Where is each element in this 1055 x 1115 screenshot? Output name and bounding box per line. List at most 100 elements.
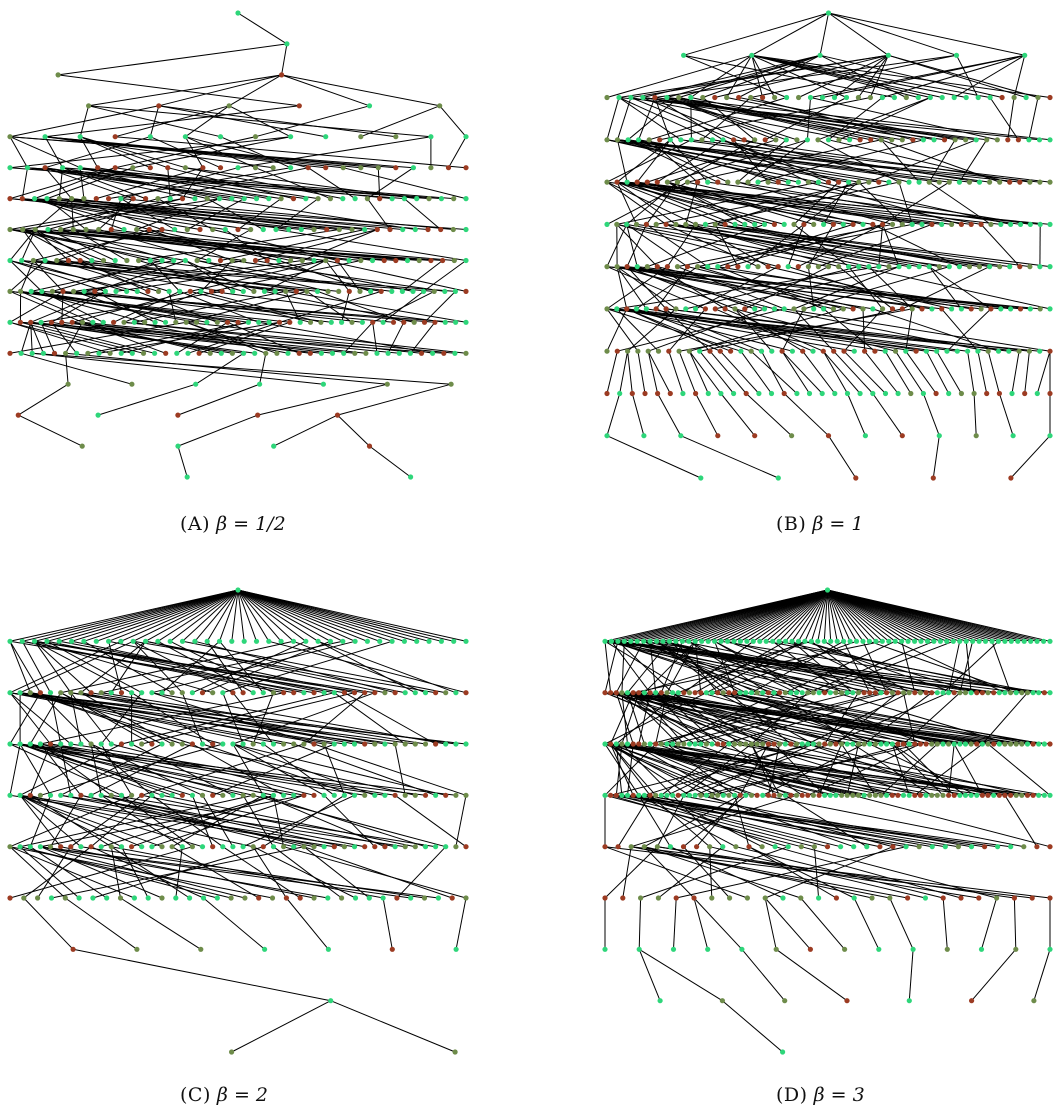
tree-node <box>1011 895 1018 901</box>
tree-edge <box>604 640 994 694</box>
tree-node <box>735 179 741 185</box>
tree-edge <box>68 260 170 292</box>
tree-node <box>28 319 34 325</box>
tree-edge <box>981 897 998 950</box>
tree-node <box>776 638 782 644</box>
tree-node <box>884 792 890 798</box>
tree-edge <box>739 743 769 796</box>
tree-node <box>933 390 939 397</box>
tree-node <box>780 1049 786 1055</box>
tree-node <box>220 741 226 747</box>
tree-node <box>944 638 950 644</box>
tree-node <box>17 792 23 798</box>
tree-node <box>937 638 944 644</box>
tree-edge <box>455 795 467 847</box>
tree-node <box>69 319 75 325</box>
tree-node <box>260 844 266 850</box>
tree-node <box>260 741 266 747</box>
tree-node <box>686 792 693 798</box>
tree-edge <box>237 589 430 642</box>
tree-edge <box>973 393 977 436</box>
tree-node <box>867 792 873 798</box>
tree-edge <box>22 589 239 642</box>
tree-node <box>192 196 198 202</box>
tree-node <box>602 690 608 696</box>
tree-edge <box>237 589 319 642</box>
tree-node <box>281 844 287 850</box>
tree-edge <box>40 846 439 899</box>
tree-node <box>1019 792 1025 798</box>
tree-node <box>745 179 751 185</box>
tree-edge <box>206 589 239 642</box>
tree-edge <box>9 321 187 354</box>
tree-node <box>691 895 697 901</box>
tree-node <box>939 221 945 227</box>
tree-node <box>264 257 270 264</box>
tree-node <box>175 443 181 449</box>
tree-node <box>664 792 670 798</box>
tree-node <box>862 433 869 439</box>
tree-edge <box>800 897 845 950</box>
tree-node <box>624 792 631 798</box>
tree-edge <box>715 223 940 268</box>
tree-node <box>40 350 47 356</box>
tree-node <box>340 638 346 644</box>
tree-node <box>929 306 935 312</box>
tree-node <box>616 94 622 101</box>
tree-node <box>438 196 444 202</box>
tree-node <box>720 137 726 143</box>
tree-node <box>825 264 832 270</box>
tree-node <box>44 638 50 644</box>
tree-node <box>752 433 758 439</box>
tree-node <box>210 844 216 850</box>
tree-edge <box>228 74 282 107</box>
tree-node <box>51 350 58 356</box>
tree-node <box>412 741 418 747</box>
tree-node <box>999 94 1005 101</box>
tree-node <box>934 348 940 354</box>
tree-node <box>49 288 56 294</box>
tree-node <box>900 741 907 747</box>
tree-edge <box>638 139 779 183</box>
tree-edge <box>115 136 467 169</box>
tree-node <box>773 946 779 952</box>
tree-node <box>889 690 895 696</box>
tree-edge <box>158 105 396 138</box>
tree-edge <box>642 97 987 141</box>
tree-node <box>895 741 901 747</box>
tree-node <box>147 134 153 140</box>
tree-node <box>962 741 969 747</box>
tree-edge <box>740 350 772 394</box>
tree-node <box>931 638 937 644</box>
tree-node <box>1047 946 1053 952</box>
tree-node <box>366 103 373 109</box>
tree-node <box>311 895 317 901</box>
tree-node <box>81 196 87 202</box>
tree-edge <box>82 321 400 354</box>
tree-node <box>879 638 885 644</box>
tree-edge <box>616 181 775 225</box>
tree-node <box>1008 221 1014 227</box>
tree-edge <box>285 290 467 323</box>
tree-node <box>65 381 71 387</box>
tree-edge <box>753 589 828 642</box>
tree-edge <box>20 321 322 354</box>
tree-node <box>1011 94 1017 101</box>
tree-edge <box>360 105 440 138</box>
tree-node <box>276 319 283 325</box>
tree-node <box>28 288 34 294</box>
tree-edge <box>97 383 196 416</box>
tree-node <box>179 844 185 850</box>
tree-node <box>296 350 302 356</box>
tree-node <box>694 844 700 850</box>
tree-edge <box>9 846 66 899</box>
tree-node <box>325 288 331 294</box>
tree-node <box>433 844 439 850</box>
tree-node <box>889 792 895 798</box>
tree-edge <box>858 266 1051 310</box>
tree-node <box>891 94 898 101</box>
tree-node <box>667 137 673 143</box>
tree-node <box>1047 306 1053 312</box>
tree-node <box>930 475 936 481</box>
tree-node <box>235 165 241 171</box>
